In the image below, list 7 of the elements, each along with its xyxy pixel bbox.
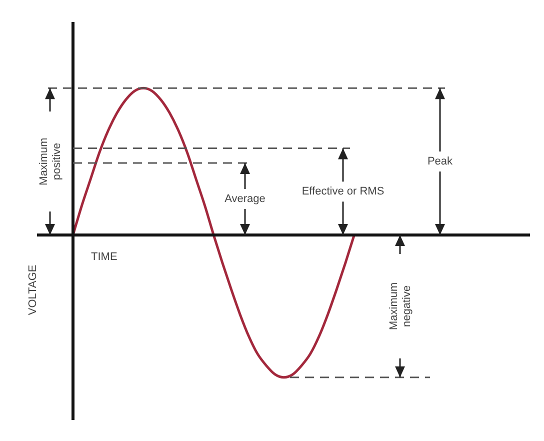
ref-line-label: Average <box>224 193 266 205</box>
ref-line-label: Effective or RMS <box>302 186 384 198</box>
annotation: Maximum negative <box>388 282 414 330</box>
y-axis-title: VOLTAGE <box>27 264 40 316</box>
ref-line-label: Peak <box>427 156 454 168</box>
x-axis-title: TIME <box>91 250 118 263</box>
text: Maximum positive <box>38 138 64 186</box>
